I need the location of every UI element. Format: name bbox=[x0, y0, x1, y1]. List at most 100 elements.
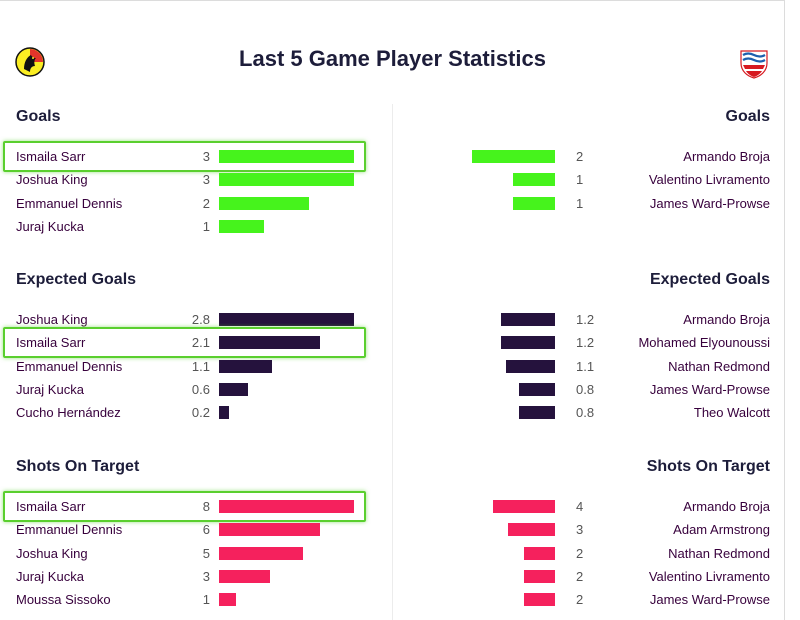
stat-bar bbox=[219, 313, 354, 326]
stat-bar bbox=[492, 500, 555, 513]
stat-bar bbox=[519, 406, 555, 420]
home-player-row: Juraj Kucka 1 bbox=[0, 215, 392, 238]
home-player-row: Joshua King 5 bbox=[0, 542, 392, 565]
home-player-row: Ismaila Sarr 3 bbox=[0, 145, 392, 168]
southampton-crest-icon bbox=[739, 45, 769, 79]
player-name: James Ward-Prowse bbox=[649, 195, 770, 211]
away-player-row: Valentino Livramento 1 bbox=[392, 168, 785, 191]
stat-value: 2 bbox=[576, 568, 584, 584]
expected-goals-title-away: Expected Goals bbox=[649, 271, 770, 288]
player-name: Adam Armstrong bbox=[673, 522, 770, 538]
goals-title-home: Goals bbox=[16, 108, 61, 125]
player-name: Armando Broja bbox=[683, 149, 770, 164]
stat-bar bbox=[219, 382, 248, 396]
stat-value: 1 bbox=[202, 218, 210, 234]
page-title: Last 5 Game Player Statistics bbox=[239, 46, 546, 71]
stat-bar bbox=[513, 173, 555, 187]
player-name: Joshua King bbox=[16, 172, 88, 188]
stat-value: 6 bbox=[202, 522, 210, 538]
shots-on-target-title-home: Shots On Target bbox=[16, 458, 140, 475]
player-name: Joshua King bbox=[16, 545, 88, 561]
player-name: Nathan Redmond bbox=[668, 358, 770, 374]
watford-crest-icon bbox=[15, 45, 45, 79]
home-player-row: Juraj Kucka 3 bbox=[0, 565, 392, 588]
home-player-row: Ismaila Sarr 8 bbox=[0, 495, 392, 518]
stat-value: 0.8 bbox=[576, 405, 595, 421]
stat-value: 3 bbox=[202, 149, 210, 164]
home-player-row: Emmanuel Dennis 2 bbox=[0, 192, 392, 215]
stat-value: 1.1 bbox=[576, 358, 595, 374]
away-player-row: Adam Armstrong 3 bbox=[392, 518, 785, 541]
home-player-row: Emmanuel Dennis 6 bbox=[0, 518, 392, 541]
stat-value: 2.8 bbox=[191, 312, 210, 327]
stat-value: 3 bbox=[202, 172, 210, 188]
goals-title-away: Goals bbox=[725, 108, 770, 125]
away-player-row: Valentino Livramento 2 bbox=[392, 565, 785, 588]
stat-bar bbox=[219, 523, 321, 537]
stat-value: 2 bbox=[576, 545, 584, 561]
stat-bar bbox=[219, 406, 229, 420]
player-name: Ismaila Sarr bbox=[16, 335, 86, 351]
right-divider bbox=[784, 0, 785, 620]
home-player-row: Moussa Sissoko 1 bbox=[0, 588, 392, 611]
player-name: Valentino Livramento bbox=[648, 172, 770, 188]
top-divider bbox=[0, 0, 785, 1]
stat-bar bbox=[219, 359, 273, 373]
stat-value: 8 bbox=[202, 499, 210, 514]
stat-bar bbox=[219, 593, 236, 607]
stat-bar bbox=[219, 150, 354, 163]
player-name: Emmanuel Dennis bbox=[16, 358, 123, 374]
stat-value: 1.2 bbox=[576, 312, 595, 327]
player-name: Emmanuel Dennis bbox=[16, 522, 123, 538]
center-divider bbox=[392, 104, 393, 620]
stat-bar bbox=[501, 313, 555, 326]
player-name: Emmanuel Dennis bbox=[16, 195, 123, 211]
away-player-row: Mohamed Elyounoussi 1.2 bbox=[392, 331, 785, 354]
player-name: Theo Walcott bbox=[693, 405, 770, 421]
stat-value: 2 bbox=[576, 592, 584, 608]
stat-value: 1.2 bbox=[576, 335, 595, 351]
stat-bar bbox=[471, 150, 555, 163]
player-name: Ismaila Sarr bbox=[16, 149, 86, 164]
away-player-row: James Ward-Prowse 1 bbox=[392, 192, 785, 215]
stat-value: 4 bbox=[576, 499, 584, 514]
stat-bar bbox=[219, 173, 354, 187]
player-name: Armando Broja bbox=[683, 312, 770, 327]
home-player-row: Ismaila Sarr 2.1 bbox=[0, 331, 392, 354]
player-name: Juraj Kucka bbox=[16, 218, 84, 234]
stat-value: 1 bbox=[202, 592, 210, 608]
away-player-row: James Ward-Prowse 0.8 bbox=[392, 378, 785, 401]
player-name: Nathan Redmond bbox=[668, 545, 770, 561]
player-name: Mohamed Elyounoussi bbox=[638, 335, 770, 351]
player-name: Juraj Kucka bbox=[16, 381, 84, 397]
stat-bar bbox=[508, 523, 555, 537]
home-player-row: Juraj Kucka 0.6 bbox=[0, 378, 392, 401]
shots-on-target-title-away: Shots On Target bbox=[646, 458, 770, 475]
stat-value: 3 bbox=[576, 522, 584, 538]
stat-value: 1 bbox=[576, 195, 584, 211]
stat-bar bbox=[513, 196, 555, 210]
stat-bar bbox=[219, 336, 321, 350]
stat-bar bbox=[501, 336, 555, 350]
away-player-row: Nathan Redmond 2 bbox=[392, 542, 785, 565]
player-name: James Ward-Prowse bbox=[649, 592, 770, 608]
stat-value: 5 bbox=[202, 545, 210, 561]
expected-goals-title-home: Expected Goals bbox=[16, 271, 137, 288]
away-player-row: Armando Broja 4 bbox=[392, 495, 785, 518]
away-player-row: Nathan Redmond 1.1 bbox=[392, 355, 785, 378]
stat-value: 2.1 bbox=[191, 335, 210, 351]
player-name: Ismaila Sarr bbox=[16, 499, 86, 514]
stat-bar bbox=[523, 593, 555, 607]
away-player-row: Theo Walcott 0.8 bbox=[392, 401, 785, 424]
stat-value: 0.2 bbox=[191, 405, 210, 421]
stat-bar bbox=[523, 546, 555, 560]
away-player-row: Armando Broja 2 bbox=[392, 145, 785, 168]
stat-bar bbox=[219, 569, 270, 583]
home-player-row: Joshua King 2.8 bbox=[0, 308, 392, 331]
player-name: Joshua King bbox=[16, 312, 88, 327]
away-player-row: Armando Broja 1.2 bbox=[392, 308, 785, 331]
stat-value: 3 bbox=[202, 568, 210, 584]
stat-value: 2 bbox=[576, 149, 584, 164]
stat-bar bbox=[219, 219, 264, 233]
player-name: Moussa Sissoko bbox=[16, 592, 111, 608]
